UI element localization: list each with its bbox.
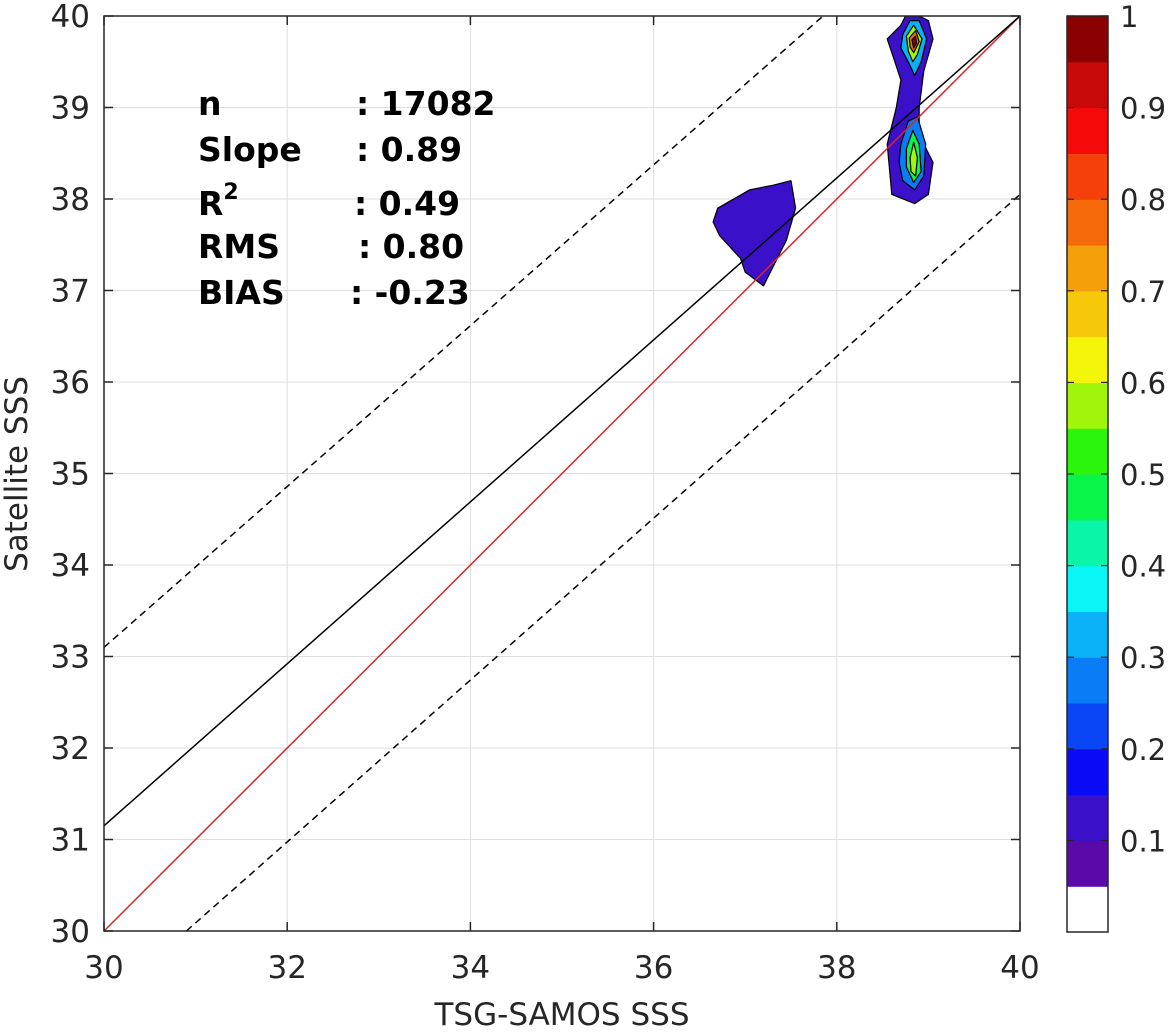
y-tick-label: 38	[51, 182, 90, 218]
stat-bias-label: BIAS	[198, 273, 285, 312]
y-tick-label: 37	[51, 274, 90, 310]
x-tick-label: 34	[451, 950, 490, 986]
upper-bound-line	[104, 16, 824, 648]
colorbar-tick-label: 0.4	[1120, 550, 1166, 584]
colorbar-segment	[1067, 428, 1108, 475]
y-tick-label: 39	[51, 91, 90, 127]
colorbar-segment	[1067, 794, 1108, 841]
colorbar-tick-label: 0.5	[1120, 458, 1166, 492]
x-tick-label: 32	[267, 950, 306, 986]
stat-r2-value: : 0.49	[354, 184, 460, 223]
colorbar-segment	[1067, 703, 1108, 750]
one-to-one-line	[104, 16, 1020, 931]
colorbar-tick-label: 0.8	[1120, 183, 1166, 217]
colorbar-segment	[1067, 290, 1108, 338]
colorbar-segment	[1067, 336, 1108, 383]
colorbar-segment	[1067, 474, 1108, 521]
axis-ticks: 30 32 34 36 38 40 30 31 32 33 34 35 36 37 38 39 40	[51, 0, 1040, 986]
x-tick-label: 40	[1000, 950, 1039, 986]
colorbar	[1067, 16, 1108, 933]
colorbar-segment	[1067, 382, 1108, 429]
colorbar-tick-label: 0.2	[1120, 733, 1166, 767]
reference-lines	[104, 16, 1020, 931]
colorbar-tick-label: 0.9	[1120, 92, 1166, 126]
y-tick-label: 34	[51, 548, 90, 584]
stat-bias-value: : -0.23	[350, 273, 470, 312]
stat-rms-label: RMS	[198, 227, 280, 266]
y-axis-label: Satellite SSS	[0, 376, 35, 572]
y-tick-label: 31	[51, 823, 90, 859]
stat-rms-value: : 0.80	[358, 227, 464, 266]
lower-bound-line	[185, 193, 1020, 931]
stat-r2-base: R	[198, 184, 223, 223]
colorbar-segment	[1067, 61, 1108, 109]
colorbar-segment	[1067, 199, 1108, 246]
colorbar-tick-label: 0.1	[1120, 824, 1166, 858]
colorbar-tick-label: 0.7	[1120, 275, 1166, 309]
density-region-0	[712, 180, 797, 287]
density-region-5	[911, 35, 918, 49]
stat-r2-label: R2	[198, 180, 239, 223]
colorbar-segment	[1067, 611, 1108, 658]
colorbar-tick-label: 0.3	[1120, 641, 1166, 675]
colorbar-tick-label: 0.6	[1120, 366, 1166, 400]
y-tick-label: 36	[51, 365, 90, 401]
colorbar-segment	[1067, 519, 1108, 567]
stat-r2-superscript: 2	[223, 180, 238, 205]
density-region-8	[909, 141, 919, 177]
x-tick-label: 38	[817, 950, 856, 986]
x-tick-label: 30	[84, 950, 123, 986]
density-regions	[712, 16, 934, 287]
colorbar-tick-label: 1	[1120, 0, 1138, 34]
colorbar-segment	[1067, 886, 1108, 933]
stats-box: n : 17082 Slope : 0.89 R2 : 0.49 RMS : 0…	[198, 84, 496, 312]
stat-n-label: n	[198, 84, 222, 123]
colorbar-segment	[1067, 107, 1108, 154]
regression-fit-line	[104, 16, 1020, 827]
x-axis-label: TSG-SAMOS SSS	[434, 997, 690, 1028]
colorbar-segment	[1067, 153, 1108, 200]
stat-slope-label: Slope	[198, 130, 302, 169]
y-tick-label: 30	[51, 914, 90, 950]
y-tick-label: 40	[51, 0, 90, 35]
colorbar-segment	[1067, 565, 1108, 612]
stat-slope-value: : 0.89	[356, 130, 462, 169]
colorbar-segment	[1067, 840, 1108, 887]
y-tick-label: 35	[51, 457, 90, 493]
y-tick-label: 32	[51, 731, 90, 767]
colorbar-segment	[1067, 748, 1108, 796]
colorbar-segment	[1067, 16, 1108, 63]
colorbar-segment	[1067, 657, 1108, 704]
x-tick-label: 36	[634, 950, 673, 986]
colorbar-labels: 0.1 0.2 0.3 0.4 0.5 0.6 0.7 0.8 0.9 1	[1067, 0, 1166, 858]
stat-n-value: : 17082	[356, 84, 496, 123]
y-tick-label: 33	[51, 640, 90, 676]
colorbar-segment	[1067, 245, 1108, 292]
